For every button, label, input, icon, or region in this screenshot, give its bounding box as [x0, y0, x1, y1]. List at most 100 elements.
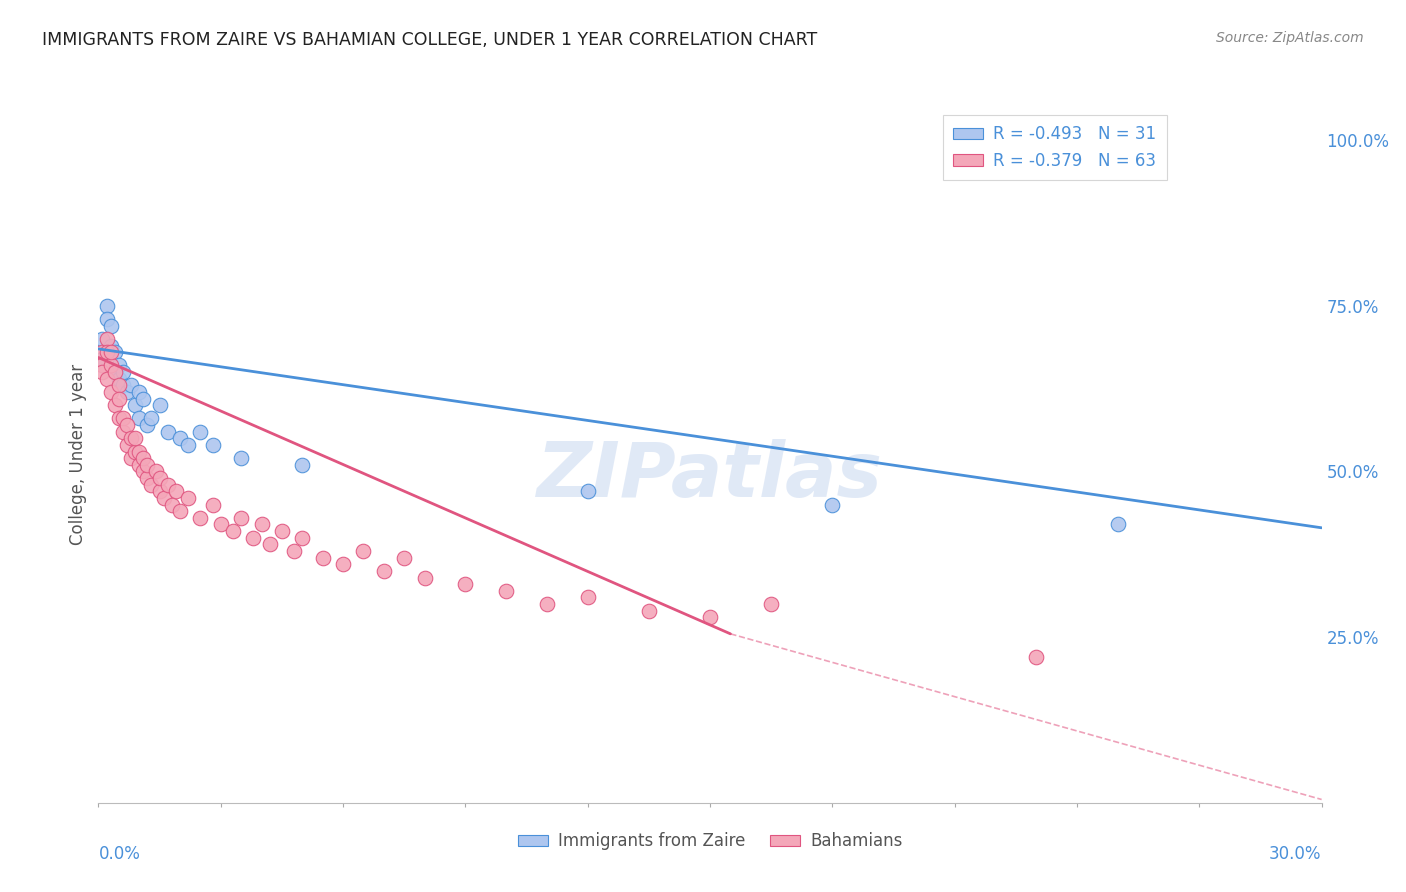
Point: [115, 384, 138, 399]
Point: [177, 491, 200, 505]
Point: [156, 425, 179, 439]
Point: [495, 583, 517, 598]
Point: [259, 537, 281, 551]
Point: [352, 544, 374, 558]
Point: [165, 484, 187, 499]
Text: 30.0%: 30.0%: [1270, 845, 1322, 863]
Point: [124, 431, 146, 445]
Point: [373, 564, 395, 578]
Point: [152, 491, 174, 505]
Point: [132, 465, 155, 479]
Point: [104, 365, 127, 379]
Point: [141, 411, 163, 425]
Point: [132, 451, 155, 466]
Point: [120, 451, 142, 466]
Point: [576, 484, 599, 499]
Point: [124, 444, 146, 458]
Point: [576, 591, 599, 605]
Point: [100, 338, 122, 352]
Point: [638, 604, 661, 618]
Point: [250, 517, 273, 532]
Text: IMMIGRANTS FROM ZAIRE VS BAHAMIAN COLLEGE, UNDER 1 YEAR CORRELATION CHART: IMMIGRANTS FROM ZAIRE VS BAHAMIAN COLLEG…: [42, 31, 817, 49]
Point: [108, 392, 131, 406]
Point: [111, 411, 134, 425]
Point: [149, 471, 172, 485]
Point: [128, 444, 150, 458]
Point: [201, 498, 224, 512]
Point: [96, 299, 118, 313]
Point: [108, 359, 131, 373]
Point: [699, 610, 721, 624]
Point: [91, 365, 114, 379]
Point: [270, 524, 294, 538]
Point: [201, 438, 224, 452]
Point: [332, 558, 354, 572]
Point: [104, 345, 127, 359]
Point: [111, 378, 134, 392]
Point: [100, 345, 122, 359]
Point: [222, 524, 245, 538]
Point: [91, 345, 114, 359]
Point: [209, 517, 232, 532]
Point: [169, 431, 191, 445]
Point: [108, 372, 131, 386]
Point: [115, 438, 138, 452]
Point: [128, 458, 150, 472]
Point: [100, 384, 122, 399]
Point: [291, 458, 314, 472]
Point: [91, 351, 114, 366]
Point: [108, 378, 131, 392]
Point: [96, 372, 118, 386]
Text: Source: ZipAtlas.com: Source: ZipAtlas.com: [1216, 31, 1364, 45]
Y-axis label: College, Under 1 year: College, Under 1 year: [69, 364, 87, 546]
Point: [156, 477, 179, 491]
Point: [761, 597, 783, 611]
Point: [149, 484, 172, 499]
Point: [1025, 650, 1047, 665]
Point: [283, 544, 305, 558]
Point: [100, 318, 122, 333]
Legend: Immigrants from Zaire, Bahamians: Immigrants from Zaire, Bahamians: [510, 826, 910, 857]
Point: [291, 531, 314, 545]
Point: [120, 431, 142, 445]
Point: [115, 418, 138, 433]
Point: [141, 477, 163, 491]
Point: [128, 411, 150, 425]
Point: [111, 365, 134, 379]
Point: [136, 471, 159, 485]
Point: [169, 504, 191, 518]
Point: [124, 398, 146, 412]
Point: [242, 531, 264, 545]
Point: [454, 577, 477, 591]
Point: [188, 511, 212, 525]
Point: [160, 498, 183, 512]
Point: [188, 425, 212, 439]
Point: [91, 332, 114, 346]
Point: [104, 365, 127, 379]
Point: [96, 345, 118, 359]
Point: [136, 418, 159, 433]
Text: ZIPatlas: ZIPatlas: [537, 439, 883, 513]
Point: [821, 498, 844, 512]
Point: [1107, 517, 1129, 532]
Point: [177, 438, 200, 452]
Point: [96, 312, 118, 326]
Point: [91, 359, 114, 373]
Point: [104, 398, 127, 412]
Text: 0.0%: 0.0%: [98, 845, 141, 863]
Point: [231, 451, 253, 466]
Point: [145, 465, 167, 479]
Point: [128, 384, 150, 399]
Point: [96, 332, 118, 346]
Point: [136, 458, 159, 472]
Point: [132, 392, 155, 406]
Point: [111, 425, 134, 439]
Point: [149, 398, 172, 412]
Point: [392, 550, 416, 565]
Point: [413, 570, 436, 584]
Point: [312, 550, 335, 565]
Point: [100, 359, 122, 373]
Point: [120, 378, 142, 392]
Point: [231, 511, 253, 525]
Point: [536, 597, 558, 611]
